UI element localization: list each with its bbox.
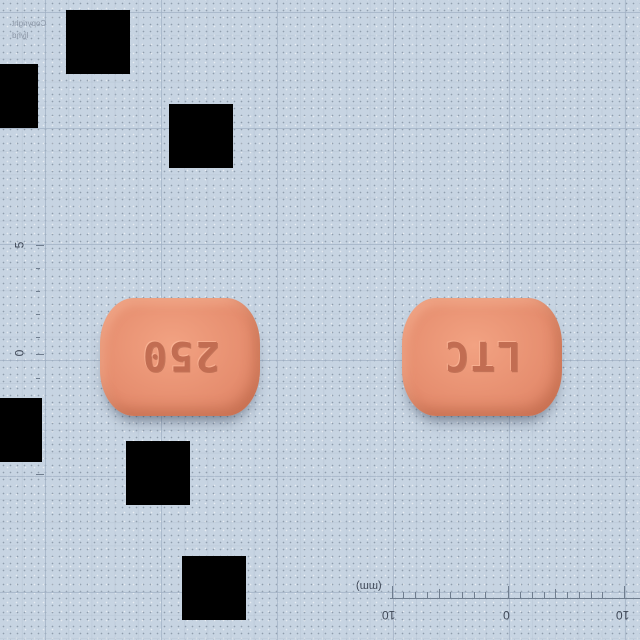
ruler-tick bbox=[36, 268, 40, 269]
ruler-tick bbox=[36, 337, 40, 338]
vertical-ruler-label-top: 5 bbox=[12, 241, 27, 249]
tablet-imprint: LTC bbox=[442, 332, 522, 378]
tablet-imprint: 250 bbox=[140, 332, 220, 378]
vertical-ruler-label-mid: 0 bbox=[12, 349, 27, 357]
redaction-block bbox=[0, 398, 42, 462]
ruler-tick bbox=[520, 592, 521, 598]
ruler-label-mid: 0 bbox=[503, 608, 510, 622]
ruler-tick bbox=[392, 586, 393, 598]
ruler-unit: (mm) bbox=[356, 580, 382, 592]
ruler-tick bbox=[532, 592, 533, 598]
ruler-tick bbox=[567, 592, 568, 598]
stamp-line-1: Copyright bbox=[12, 19, 47, 28]
redaction-block bbox=[169, 104, 233, 168]
ruler-tick bbox=[36, 291, 40, 292]
copyright-stamp: Copyright ljyhd bbox=[12, 18, 72, 42]
ruler-label-left: 10 bbox=[382, 608, 396, 622]
ruler-line bbox=[390, 598, 640, 599]
ruler-tick bbox=[36, 245, 44, 246]
redaction-block bbox=[0, 64, 38, 128]
ruler-tick bbox=[624, 586, 625, 598]
ruler-tick bbox=[474, 592, 475, 598]
tablet-right: LTC bbox=[402, 298, 562, 416]
redaction-block bbox=[66, 10, 130, 74]
ruler-tick bbox=[485, 592, 486, 598]
ruler-tick bbox=[36, 354, 44, 355]
ruler-tick bbox=[508, 586, 509, 598]
horizontal-ruler: (mm) 10 0 10 bbox=[350, 570, 640, 634]
vertical-ruler: 5 0 bbox=[10, 150, 44, 570]
ruler-tick bbox=[579, 592, 580, 598]
ruler-tick bbox=[36, 378, 40, 379]
ruler-tick bbox=[602, 592, 603, 598]
ruler-tick bbox=[544, 592, 545, 598]
tablet-left: 250 bbox=[100, 298, 260, 416]
ruler-tick bbox=[462, 592, 463, 598]
ruler-tick bbox=[591, 592, 592, 598]
ruler-label-right: 10 bbox=[616, 608, 630, 622]
ruler-tick bbox=[403, 592, 404, 598]
ruler-tick bbox=[555, 589, 556, 598]
redaction-block bbox=[126, 441, 190, 505]
ruler-tick bbox=[36, 314, 40, 315]
ruler-tick bbox=[439, 589, 440, 598]
ruler-tick bbox=[415, 592, 416, 598]
ruler-tick bbox=[427, 592, 428, 598]
stamp-line-2: ljyhd bbox=[12, 31, 29, 40]
ruler-tick bbox=[36, 474, 44, 475]
redaction-block bbox=[182, 556, 246, 620]
ruler-tick bbox=[450, 592, 451, 598]
